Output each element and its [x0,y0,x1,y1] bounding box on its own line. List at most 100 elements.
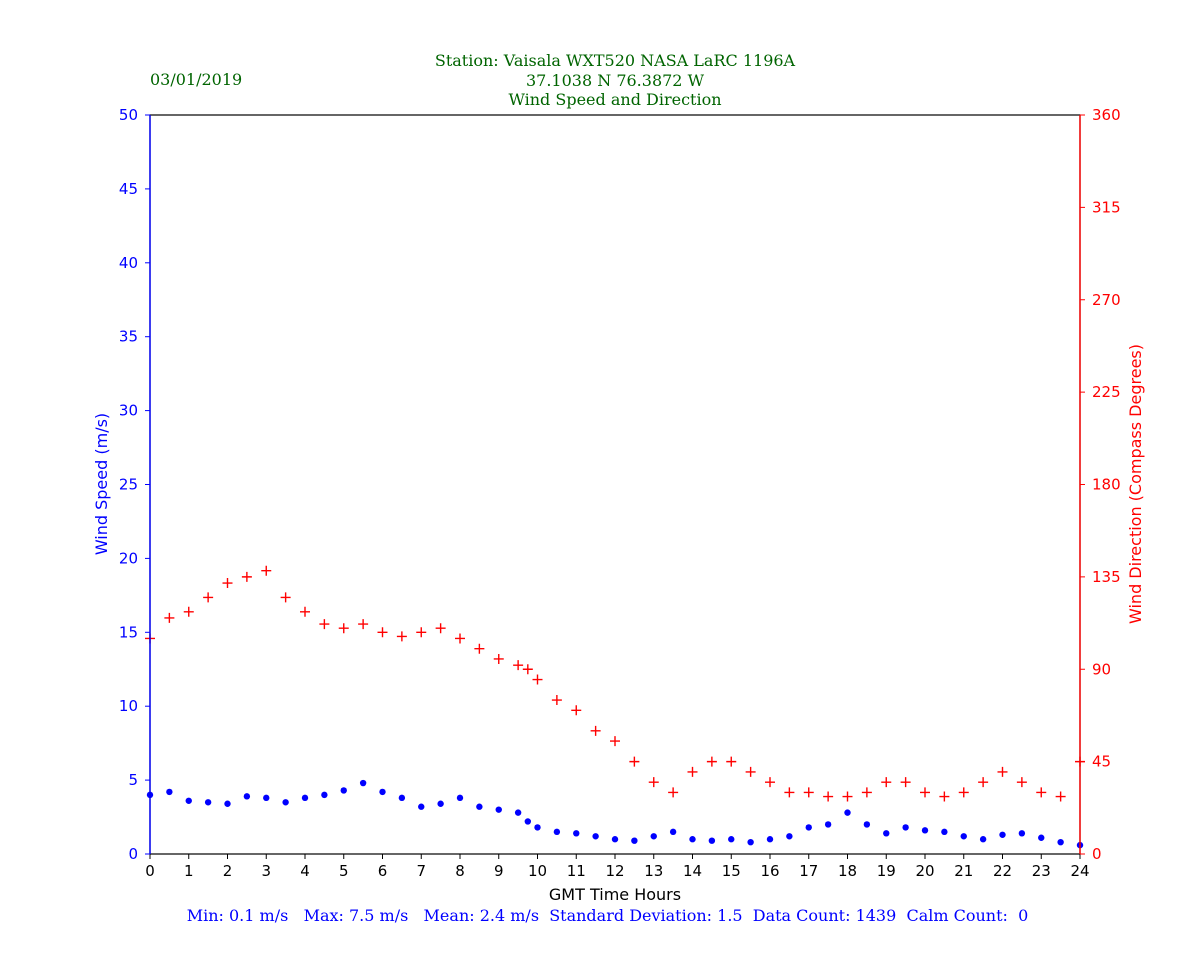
direction-point [997,766,1008,777]
direction-point [241,571,252,582]
x-tick-label: 8 [455,862,465,880]
speed-point [573,830,580,837]
x-tick-label: 13 [644,862,663,880]
direction-point [765,777,775,788]
speed-point [398,794,406,802]
speed-point [708,837,716,844]
speed-point [243,793,251,800]
speed-point [495,806,502,813]
x-tick-label: 20 [915,862,934,880]
y2-tick-label: 225 [1092,383,1121,401]
direction-point [881,777,892,788]
speed-point [204,799,212,806]
y-tick-label: 15 [119,623,138,641]
y-tick-label: 50 [119,106,138,124]
x-tick-label: 21 [954,862,973,880]
speed-point [359,779,367,787]
y-axis-ticks: 0 5 10 15 20 25 30 35 40 45 50 [119,106,150,863]
direction-point [358,619,369,630]
plot-area [145,565,1085,849]
y2-axis-label: Wind Direction (Compass Degrees) [1126,344,1145,624]
speed-point [805,824,812,831]
speed-point [766,836,774,843]
x-tick-label: 11 [567,862,586,880]
direction-point [532,674,543,685]
x-tick-label: 22 [993,862,1012,880]
stats-summary: Min: 0.1 m/s Max: 7.5 m/s Mean: 2.4 m/s … [186,906,1029,925]
y-tick-label: 30 [119,402,138,420]
x-tick-label: 16 [760,862,779,880]
direction-point [474,643,485,654]
direction-point [745,766,756,777]
direction-point [668,787,679,798]
station-title: Station: Vaisala WXT520 NASA LaRC 1196A [434,51,796,70]
speed-point [747,838,754,846]
speed-point [631,837,638,844]
direction-point [455,633,465,644]
direction-point [648,777,659,788]
x-axis-ticks: 0 1 2 3 4 5 6 7 8 9 10 11 12 13 14 15 16 17 18 19 20 21 22 23 24 [145,854,1090,880]
y-axis-label: Wind Speed (m/s) [92,413,111,555]
direction-point [823,791,834,802]
y-tick-label: 40 [119,254,138,272]
direction-point [551,695,562,706]
direction-point [338,623,349,634]
speed-point [437,800,444,807]
direction-point [958,787,969,798]
speed-point [263,794,270,802]
direction-point [513,660,524,671]
speed-point [844,809,851,816]
x-tick-label: 24 [1070,862,1089,880]
direction-point [978,777,989,788]
chart-title: Wind Speed and Direction [508,90,722,109]
x-axis-label: GMT Time Hours [549,885,681,904]
speed-point [650,833,657,840]
x-tick-label: 17 [799,862,818,880]
speed-point [999,831,1006,838]
direction-point [522,664,533,675]
x-tick-label: 10 [528,862,547,880]
speed-point [921,827,929,834]
x-tick-label: 3 [261,862,271,880]
direction-point [261,565,272,576]
date-label: 03/01/2019 [150,70,243,89]
speed-point [611,836,619,843]
y-tick-label: 35 [119,328,138,346]
y-tick-label: 25 [119,476,138,494]
direction-point [300,606,310,617]
direction-point [1055,791,1066,802]
x-tick-label: 15 [722,862,741,880]
speed-point [883,830,890,837]
x-tick-label: 7 [416,862,426,880]
x-tick-label: 6 [378,862,388,880]
speed-point [728,836,735,843]
direction-point [396,631,407,642]
x-tick-label: 14 [683,862,702,880]
direction-point [610,736,620,747]
y2-tick-label: 90 [1092,660,1111,678]
x-tick-label: 1 [184,862,194,880]
direction-point [416,627,427,638]
direction-point [842,791,853,802]
direction-point [1016,777,1027,788]
direction-point [319,619,330,630]
direction-point [939,791,950,802]
direction-point [493,653,504,664]
speed-point [185,797,192,804]
x-tick-label: 18 [838,862,857,880]
direction-point [1036,787,1047,798]
y-tick-label: 0 [128,845,138,863]
direction-point [203,592,214,603]
speed-point [592,833,599,840]
speed-point [301,794,309,802]
y-tick-label: 5 [128,771,138,789]
y2-tick-label: 360 [1092,106,1121,124]
speed-point [786,833,793,840]
x-tick-label: 9 [494,862,504,880]
direction-point [706,756,717,767]
direction-point [164,612,175,623]
speed-point [669,828,677,836]
direction-point [803,787,814,798]
x-tick-label: 23 [1032,862,1051,880]
direction-point [861,787,872,798]
